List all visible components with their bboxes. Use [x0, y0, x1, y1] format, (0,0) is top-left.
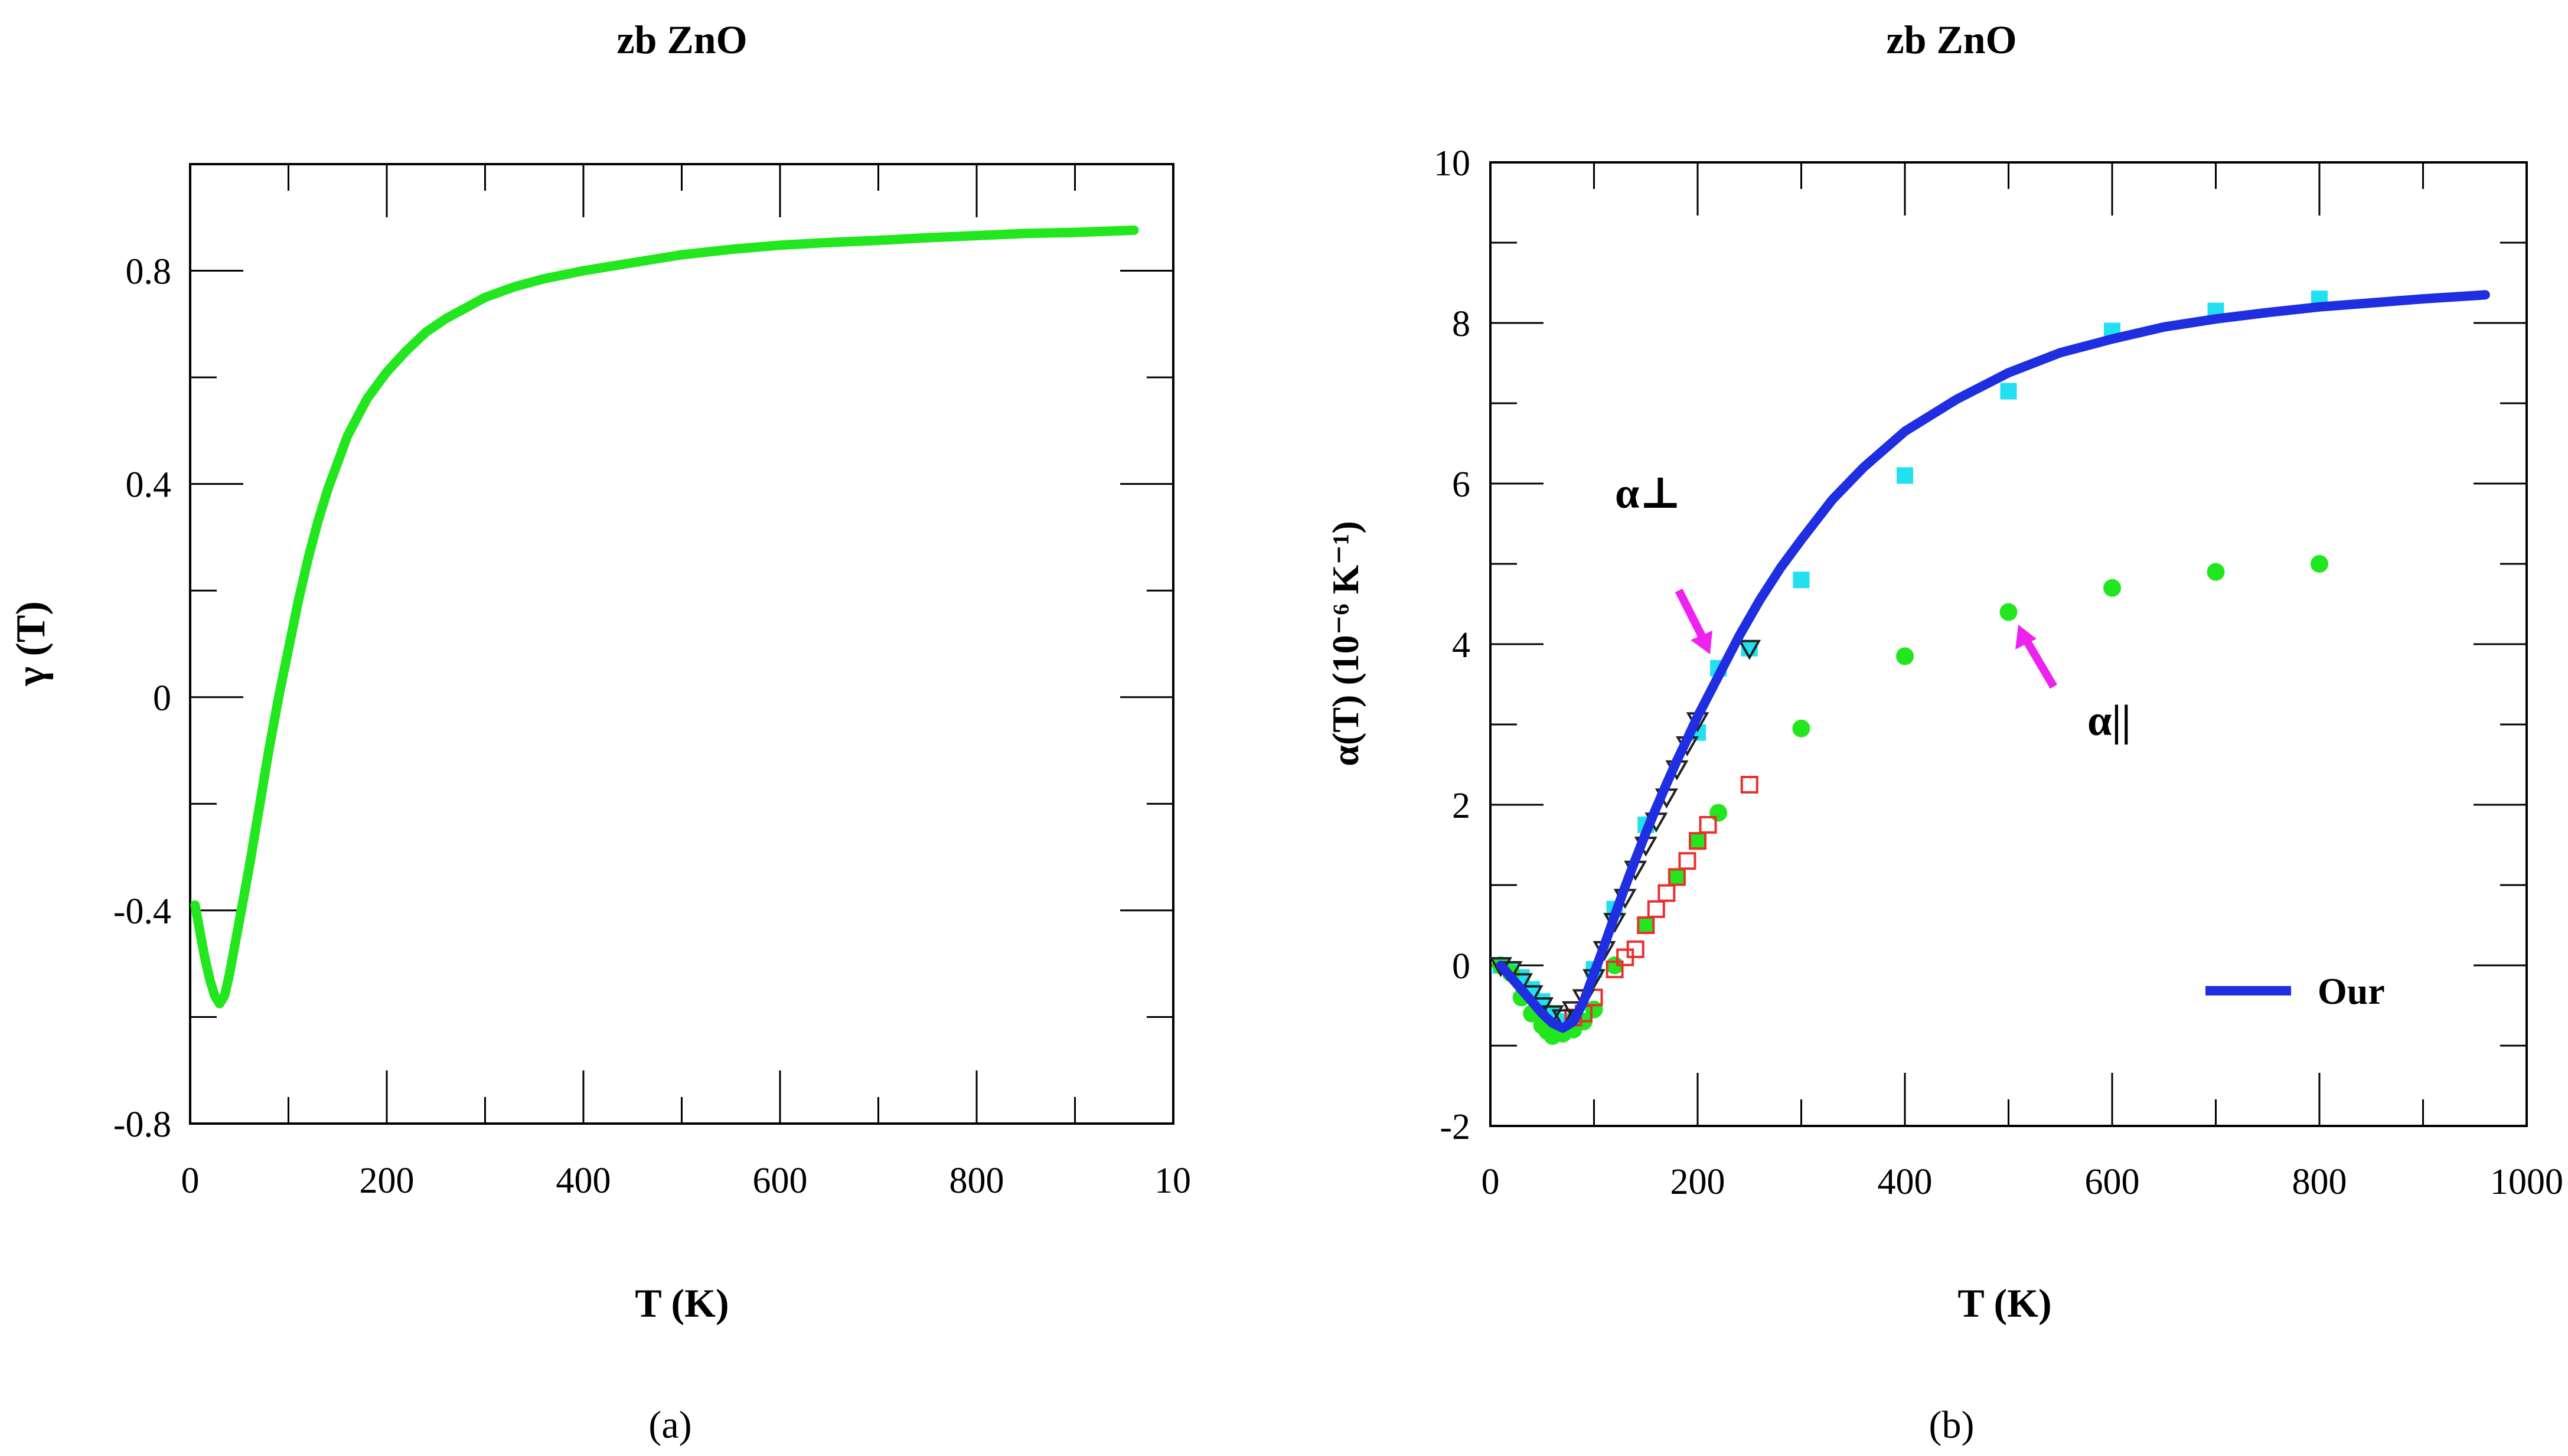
b-xtick-label: 0 [1482, 1162, 1500, 1202]
b-xtick-label: 400 [1878, 1162, 1933, 1202]
panel-b-label: (b) [1929, 1403, 1975, 1447]
alpha-parallel-circle-point [1792, 719, 1810, 737]
a-ytick-label: -0.8 [113, 1105, 171, 1145]
alpha-parallel-circle-point [1999, 603, 2018, 621]
b-xtick-label: 600 [2085, 1162, 2140, 1202]
panel-b-ticks [1490, 162, 2527, 1126]
panel-b-markers [1489, 290, 2328, 1045]
panel-b-tick-labels: 0 200 400 600 800 1000 -2 0 2 4 6 8 10 [1434, 143, 2563, 1202]
panel-b-arrows [1675, 588, 2058, 689]
alpha-parallel-circle-point [2311, 555, 2328, 573]
b-ytick-label: 10 [1434, 143, 1470, 184]
b-xtick-label: 1000 [2490, 1162, 2563, 1202]
a-ytick-label: 0 [153, 678, 171, 719]
b-ytick-label: 0 [1452, 946, 1470, 987]
b-xtick-label: 800 [2292, 1162, 2347, 1202]
a-ytick-label: 0.8 [126, 252, 172, 292]
open-square-point [1647, 900, 1665, 918]
b-ytick-label: 8 [1452, 304, 1470, 344]
panel-a-title: zb ZnO [616, 17, 747, 62]
b-ytick-label: -2 [1440, 1107, 1470, 1147]
arrow-parallel-shaft [2022, 638, 2058, 689]
a-xtick-label: 200 [360, 1161, 415, 1201]
open-square-point [1699, 816, 1717, 834]
alpha-perp-square-point [2000, 383, 2017, 400]
panel-a-frame [189, 163, 1174, 1125]
panel-a-tick-labels: 0 200 400 600 800 10 -0.8 -0.4 0 0.4 0.8 [113, 252, 1191, 1201]
alpha-parallel-circle-point [1689, 832, 1706, 850]
open-square-point [1657, 884, 1676, 902]
alpha-parallel-circle-point [1896, 647, 1914, 665]
a-xtick-label: 0 [181, 1161, 200, 1201]
alpha-perp-square-point [1793, 572, 1810, 589]
alpha-parallel-circle-point [2207, 563, 2225, 581]
open-square-point [1678, 852, 1696, 870]
annotation-alpha-parallel: α|| [2087, 697, 2131, 745]
b-ytick-label: 2 [1452, 786, 1470, 826]
b-ytick-label: 4 [1452, 625, 1470, 665]
panel-b-ylabel: α(T) (10⁻⁶ K⁻¹) [1324, 521, 1366, 766]
panel-b-xlabel: T (K) [1957, 1281, 2051, 1326]
panel-b: zb ZnO 0 200 400 600 800 1000 -2 0 2 4 6 8 10 Our α⊥… [1324, 17, 2563, 1447]
open-square-point [1637, 916, 1655, 934]
a-ytick-label: 0.4 [126, 465, 172, 505]
open-square-point [1668, 868, 1686, 886]
panel-a-ylabel: γ (T) [8, 601, 54, 687]
a-ytick-label: -0.4 [113, 892, 171, 932]
annotation-alpha-perp: α⊥ [1615, 469, 1681, 518]
b-xtick-label: 200 [1670, 1162, 1725, 1202]
alpha-parallel-circle-point [1668, 868, 1686, 886]
panel-a: zb ZnO 0 200 400 600 800 10 -0.8 -0.4 0 0.4 0.8 T … [8, 17, 1191, 1447]
a-xtick-label: 800 [949, 1161, 1004, 1201]
a-xtick-label: 400 [556, 1161, 611, 1201]
panel-a-gamma-line [190, 225, 1139, 1008]
a-xtick-label: 10 [1154, 1161, 1191, 1201]
open-triangle-point [1551, 1009, 1575, 1030]
legend-our-label: Our [2318, 970, 2385, 1012]
panel-a-xlabel: T (K) [635, 1281, 729, 1326]
open-square-point [1689, 832, 1706, 850]
alpha-perp-square-point [1897, 467, 1913, 484]
panel-b-title: zb ZnO [1886, 17, 2016, 62]
arrow-perp-head [1691, 631, 1712, 654]
panel-b-our-line [1496, 290, 2490, 1033]
panel-a-label: (a) [648, 1403, 691, 1447]
alpha-parallel-circle-point [1637, 916, 1655, 934]
open-triangle-point [1738, 639, 1761, 660]
open-square-point [1740, 776, 1758, 794]
panel-a-ticks [190, 164, 1173, 1124]
b-ytick-label: 6 [1452, 465, 1470, 505]
a-xtick-label: 600 [753, 1161, 808, 1201]
arrow-parallel-head [2015, 625, 2037, 649]
open-square-point [1626, 940, 1644, 958]
open-square-point [1606, 960, 1624, 978]
alpha-parallel-circle-point [1709, 804, 1728, 822]
arrow-perp-shaft [1675, 588, 1708, 642]
alpha-parallel-circle-point [2103, 579, 2121, 597]
